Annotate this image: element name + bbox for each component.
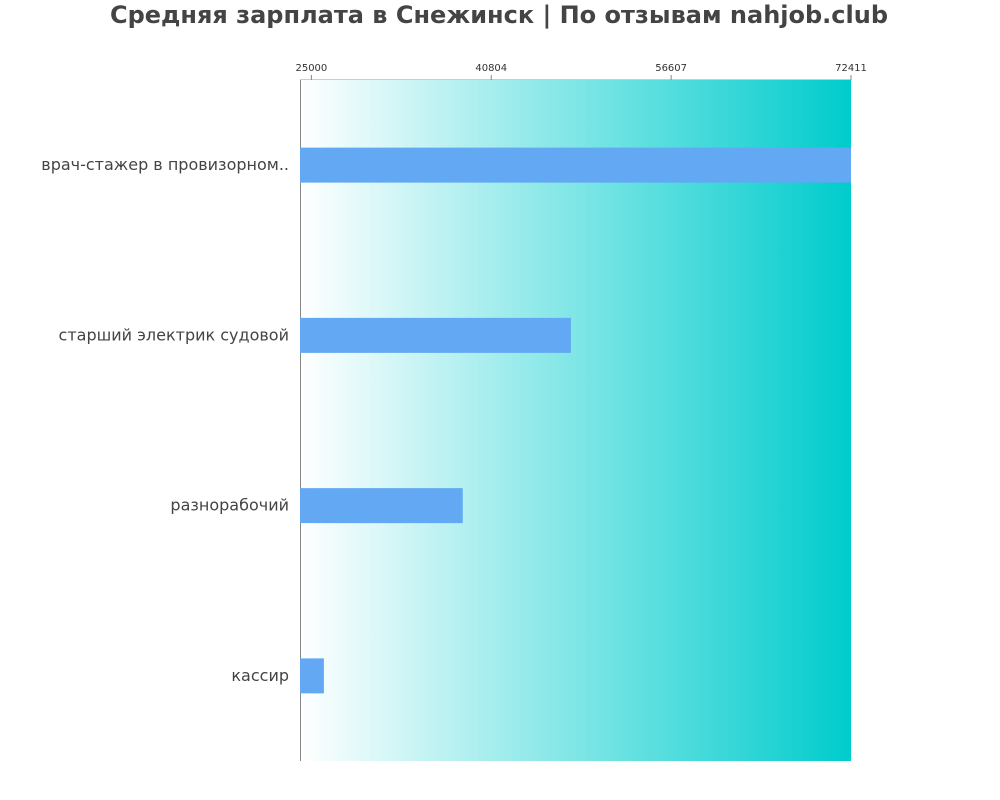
category-label: разнорабочий (170, 496, 289, 515)
plot-background (300, 80, 851, 761)
x-tick-label: 25000 (295, 63, 327, 74)
bar (300, 317, 571, 353)
category-label: старший электрик судовой (59, 325, 289, 344)
bar (300, 488, 463, 524)
category-label: врач-стажер в провизорном.. (41, 155, 289, 174)
x-tick-label: 56607 (655, 63, 687, 74)
x-tick-label: 72411 (835, 63, 867, 74)
category-label: кассир (231, 666, 289, 685)
bars (300, 147, 851, 694)
chart-title: Средняя зарплата в Снежинск | По отзывам… (110, 1, 888, 29)
x-tick-label: 40804 (475, 63, 507, 74)
category-labels: врач-стажер в провизорном.. старший элект… (41, 155, 289, 685)
x-axis-ticks: 25000 40804 56607 72411 (295, 63, 867, 80)
bar (300, 147, 851, 183)
bar (300, 658, 324, 694)
